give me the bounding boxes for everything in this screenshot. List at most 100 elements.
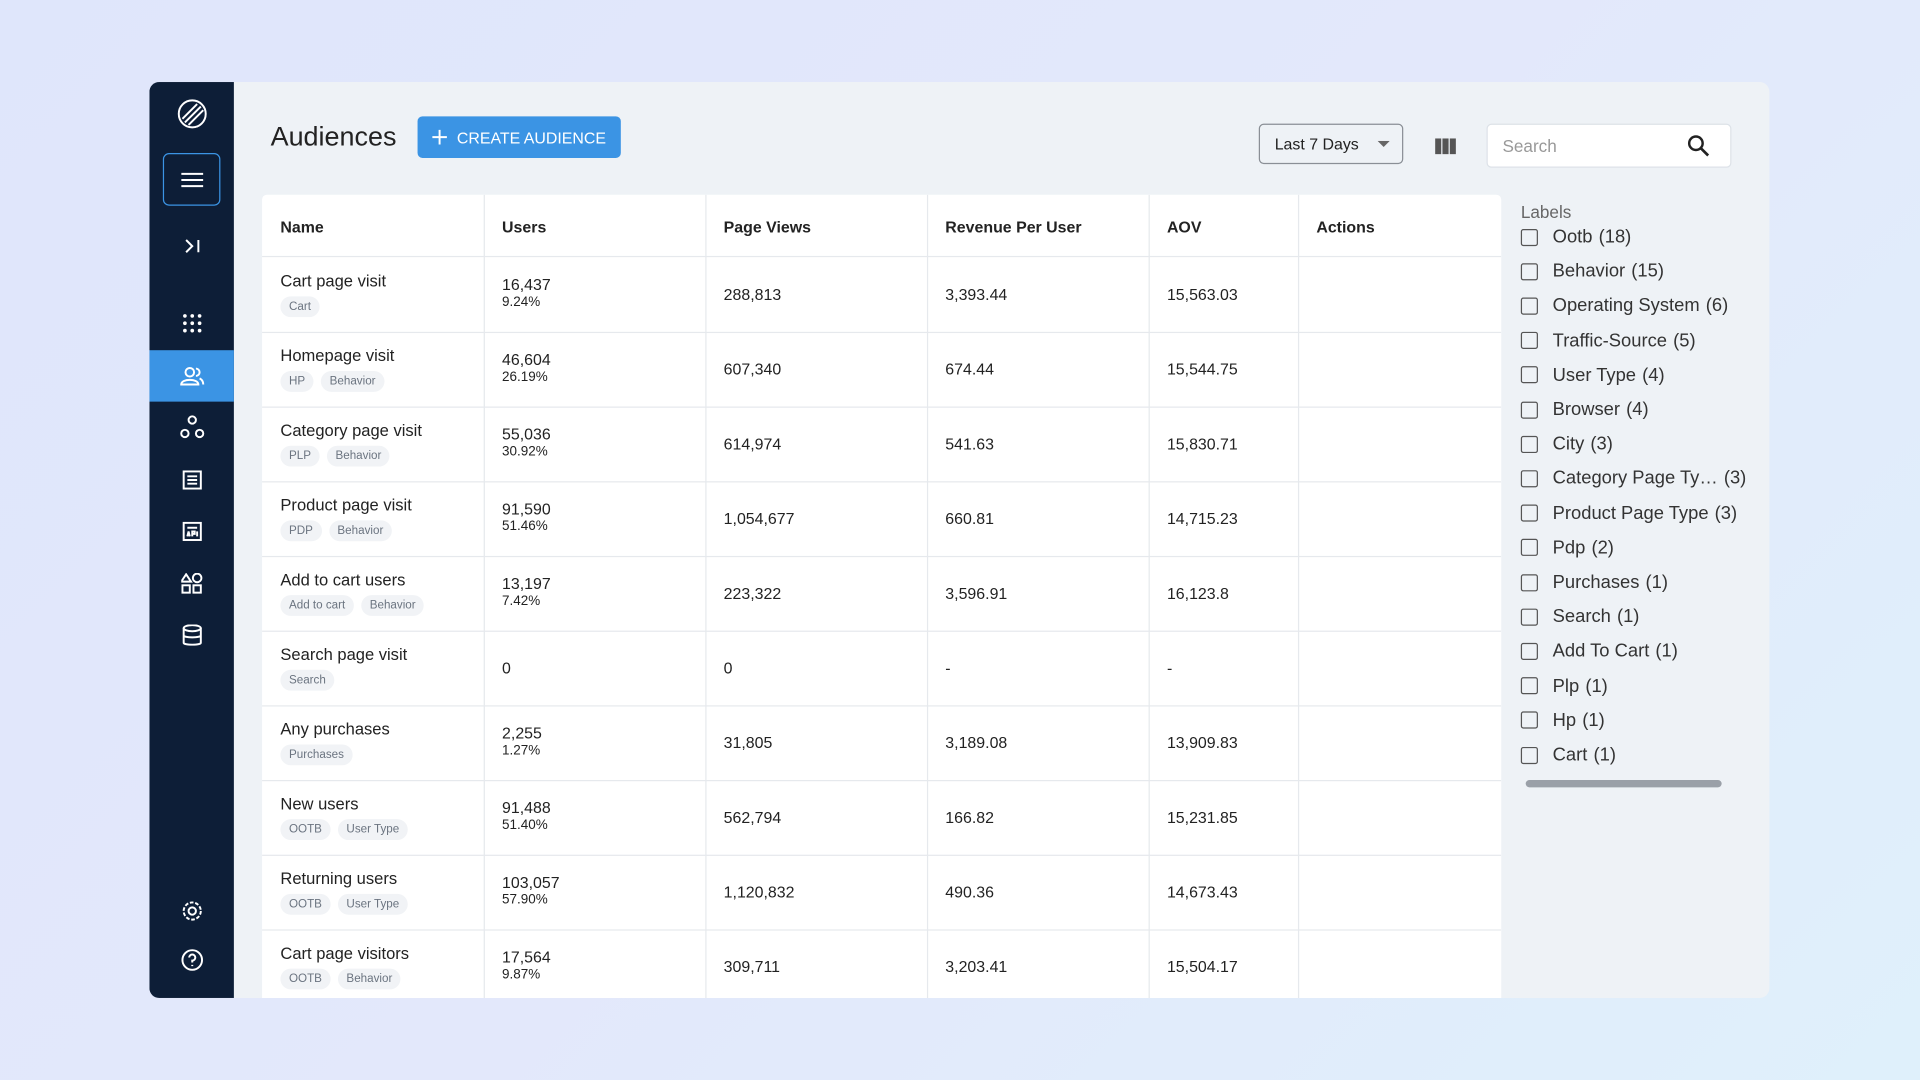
table-row[interactable]: Category page visit PLP Behavior 55,036 30.9…	[262, 407, 1501, 482]
row-divider	[262, 630, 1502, 632]
checkbox[interactable]	[1520, 642, 1538, 660]
users: 55,036	[502, 424, 551, 444]
label-filter[interactable]: Traffic-Source (5)	[1520, 330, 1696, 351]
help-nav[interactable]	[149, 936, 233, 985]
label-count: (3)	[1590, 433, 1613, 455]
label-filter[interactable]: Ootb (18)	[1520, 227, 1631, 247]
caret	[1377, 140, 1390, 147]
tag: OOTB	[280, 819, 331, 841]
settings-nav[interactable]	[149, 887, 233, 936]
label-filter[interactable]: Operating System (6)	[1520, 295, 1728, 317]
label-name: Plp	[1552, 675, 1580, 697]
audience-name: Search page visit	[280, 645, 408, 664]
checkbox[interactable]	[1520, 331, 1538, 350]
checkbox[interactable]	[1520, 539, 1538, 557]
users: 17,564	[502, 947, 551, 967]
label-filter[interactable]: Hp (1)	[1520, 710, 1605, 731]
table-row[interactable]: Returning users OOTB User Type 103,057 57.90…	[262, 855, 1501, 930]
column-header: Revenue Per User	[945, 217, 1082, 237]
aov: 15,504.17	[1166, 957, 1238, 976]
revenue-per-user: -	[945, 658, 951, 678]
checkbox[interactable]	[1520, 711, 1538, 729]
users-percent: 7.42%	[502, 593, 541, 609]
plus-icon	[432, 129, 448, 145]
tag: Add to cart	[280, 595, 354, 616]
checkbox[interactable]	[1520, 262, 1538, 281]
label-filter[interactable]: User Type (4)	[1520, 364, 1665, 386]
checkbox[interactable]	[1520, 504, 1538, 522]
label-filter[interactable]: Cart (1)	[1520, 744, 1616, 766]
checkbox[interactable]	[1520, 573, 1538, 591]
api-nav[interactable]	[149, 507, 233, 556]
audiences-nav[interactable]	[149, 350, 234, 402]
label-count: (1)	[1593, 744, 1616, 766]
columns-button[interactable]	[1435, 138, 1456, 155]
label-name: Behavior	[1552, 261, 1626, 282]
checkbox[interactable]	[1520, 470, 1538, 488]
tag: Behavior	[337, 968, 401, 990]
label-filter[interactable]: Purchases (1)	[1520, 572, 1668, 593]
label-filter[interactable]: Browser (4)	[1520, 399, 1649, 420]
search-input[interactable]: Search	[1486, 123, 1732, 168]
checkbox[interactable]	[1520, 677, 1538, 695]
table-row[interactable]: Cart page visitors OOTB Behavior 17,564 9.87…	[262, 929, 1501, 998]
journeys-nav[interactable]	[149, 403, 233, 452]
label-name: Pdp	[1552, 537, 1586, 559]
shapes-nav[interactable]	[149, 560, 233, 609]
tag: PLP	[280, 445, 320, 467]
label-name: City	[1552, 433, 1585, 455]
checkbox[interactable]	[1520, 608, 1538, 626]
label-filter[interactable]: Add To Cart (1)	[1520, 640, 1678, 662]
label-filter[interactable]: Pdp (2)	[1520, 537, 1614, 559]
scrollbar[interactable]	[1525, 780, 1722, 788]
table-row[interactable]: New users OOTB User Type 91,488 51.40% 562,79…	[262, 780, 1501, 855]
tag: Cart	[280, 296, 320, 318]
tag-list: HP Behavior	[280, 370, 391, 392]
aov: 15,830.71	[1166, 434, 1238, 454]
row-divider	[262, 705, 1502, 707]
table-row[interactable]: Search page visit Search 0 0 - -	[262, 631, 1501, 706]
checkbox[interactable]	[1520, 435, 1538, 453]
audience-table: Name Users Page Views Revenue Per User AOV Ac…	[262, 194, 1502, 998]
label-filter[interactable]: Category Page Ty… (3)	[1520, 468, 1746, 489]
reports-nav[interactable]	[149, 456, 233, 505]
menu-button[interactable]	[162, 153, 221, 206]
create-audience-button[interactable]: CREATE AUDIENCE	[417, 116, 621, 158]
label-name: User Type	[1552, 364, 1637, 386]
apps-nav[interactable]	[149, 299, 233, 348]
label-filter[interactable]: City (3)	[1520, 433, 1613, 455]
date-range-select[interactable]: Last 7 Days	[1258, 123, 1404, 165]
users-percent: 9.87%	[502, 967, 541, 983]
column-header: AOV	[1166, 217, 1202, 237]
label-count: (1)	[1655, 640, 1678, 662]
table-row[interactable]: Cart page visit Cart 16,437 9.24% 288,813 3,3…	[262, 257, 1501, 332]
label-count: (15)	[1631, 261, 1664, 282]
table-row[interactable]: Product page visit PDP Behavior 91,590 51.46…	[262, 481, 1501, 556]
checkbox[interactable]	[1520, 297, 1538, 315]
checkbox[interactable]	[1520, 366, 1538, 384]
label-filter[interactable]: Search (1)	[1520, 606, 1639, 627]
table-row[interactable]: Homepage visit HP Behavior 46,604 26.19% 607,…	[262, 332, 1501, 407]
tag: Behavior	[328, 520, 392, 542]
label-filter[interactable]: Product Page Type (3)	[1520, 503, 1737, 524]
page-views: 223,322	[723, 584, 782, 603]
revenue-per-user: 674.44	[945, 360, 994, 379]
users: 0	[502, 658, 511, 678]
table-row[interactable]: Any purchases Purchases 2,255 1.27% 31,805 3,…	[262, 705, 1501, 780]
checkbox[interactable]	[1520, 401, 1538, 419]
checkbox[interactable]	[1520, 746, 1538, 764]
users-percent: 57.90%	[502, 892, 548, 908]
label-name: Operating System	[1552, 295, 1700, 317]
label-filter[interactable]: Behavior (15)	[1520, 261, 1664, 282]
column-header: Users	[502, 217, 547, 237]
select-value: Last 7 Days	[1274, 134, 1359, 154]
expand-button[interactable]	[149, 222, 233, 271]
data-nav[interactable]	[149, 611, 233, 660]
checkbox[interactable]	[1520, 228, 1538, 246]
label-filter[interactable]: Plp (1)	[1520, 675, 1608, 697]
table-row[interactable]: Add to cart users Add to cart Behavior 13,1…	[262, 556, 1501, 631]
column-header: Page Views	[723, 217, 811, 237]
revenue-per-user: 3,393.44	[945, 285, 1008, 304]
revenue-per-user: 3,189.08	[945, 733, 1008, 752]
